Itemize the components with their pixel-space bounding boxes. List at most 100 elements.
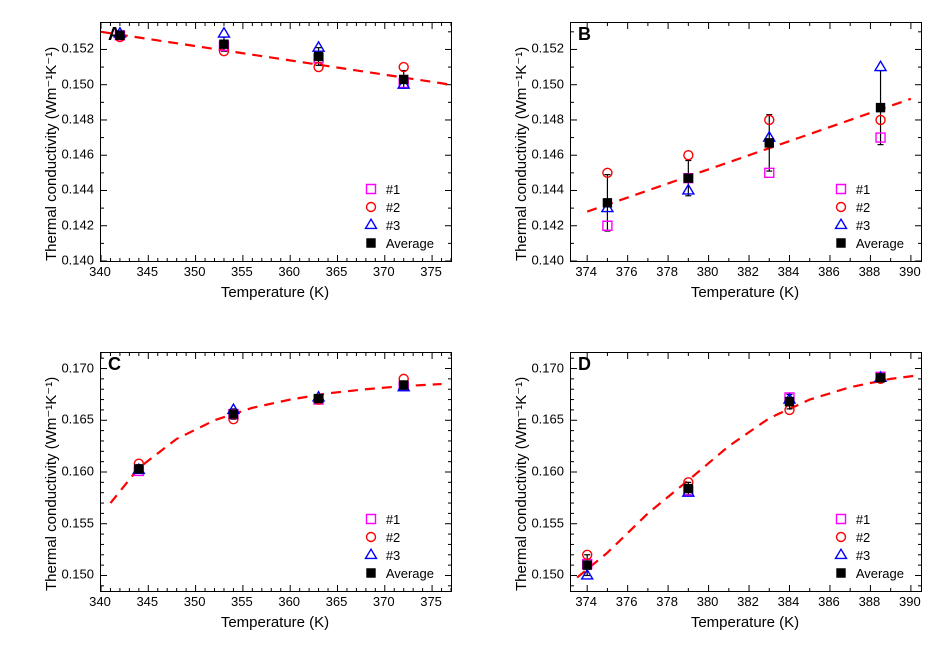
xtick-label: 376 [616, 264, 638, 279]
ytick-label: 0.146 [531, 147, 564, 162]
xtick-label: 380 [697, 264, 719, 279]
legend-label: #1 [856, 182, 870, 197]
legend-label: #3 [386, 218, 400, 233]
legend-swatch-s3 [362, 548, 380, 562]
x-axis-label: Temperature (K) [691, 614, 799, 631]
legend-row: #1 [362, 510, 434, 528]
legend-swatch-s2 [832, 200, 850, 214]
legend-row: #1 [832, 180, 904, 198]
legend-row: #2 [362, 198, 434, 216]
legend-swatch-s1 [362, 512, 380, 526]
legend-label: Average [386, 566, 434, 581]
legend-swatch-s2 [362, 200, 380, 214]
xtick-label: 390 [899, 264, 921, 279]
xtick-label: 360 [278, 594, 300, 609]
ytick-label: 0.152 [61, 41, 94, 56]
legend-swatch-s3 [832, 218, 850, 232]
legend-row: Average [362, 234, 434, 252]
xtick-label: 345 [136, 594, 158, 609]
legend-swatch-avg [362, 236, 380, 250]
trend-line [101, 32, 451, 85]
ytick-label: 0.142 [531, 217, 564, 232]
legend-label: #1 [856, 512, 870, 527]
xtick-label: 355 [231, 594, 253, 609]
legend-swatch-s2 [832, 530, 850, 544]
xtick-label: 386 [818, 594, 840, 609]
legend-swatch-s1 [832, 182, 850, 196]
ytick-label: 0.155 [61, 515, 94, 530]
x-axis-label: Temperature (K) [691, 284, 799, 301]
xtick-label: 376 [616, 594, 638, 609]
legend-row: #1 [362, 180, 434, 198]
legend: #1#2 #3 Average [362, 180, 434, 252]
xtick-label: 384 [778, 594, 800, 609]
legend: #1 #2#3 Average [362, 510, 434, 582]
legend-label: #2 [856, 530, 870, 545]
figure: 340 345 350 355 360 365 370 375 0.140 0.142 0.144 0… [0, 0, 945, 665]
y-axis-label: Thermal conductivity (Wm⁻¹K⁻¹) [512, 47, 530, 261]
legend: #1 #2 #3 Average [832, 180, 904, 252]
legend-row: #3 [362, 216, 434, 234]
legend: #1 #2 #3 Average [832, 510, 904, 582]
xtick-label: 370 [373, 264, 395, 279]
xtick-label: 382 [737, 264, 759, 279]
legend-row: #2 [832, 528, 904, 546]
legend-swatch-s1 [832, 512, 850, 526]
legend-label: #2 [386, 530, 400, 545]
xtick-label: 375 [420, 594, 442, 609]
ytick-label: 0.144 [531, 182, 564, 197]
legend-row: #2 [832, 198, 904, 216]
legend-row: #2 [362, 528, 434, 546]
legend-swatch-avg [832, 566, 850, 580]
legend-row: Average [362, 564, 434, 582]
ytick-label: 0.150 [61, 567, 94, 582]
xtick-label: 355 [231, 264, 253, 279]
ytick-label: 0.155 [531, 515, 564, 530]
panel-tag: D [578, 354, 591, 375]
ytick-label: 0.152 [531, 41, 564, 56]
trend-line [110, 384, 441, 503]
ytick-label: 0.170 [61, 360, 94, 375]
xtick-label: 365 [326, 594, 348, 609]
legend-label: Average [856, 566, 904, 581]
xtick-label: 388 [859, 264, 881, 279]
xtick-label: 350 [184, 594, 206, 609]
y-axis-label: Thermal conductivity (Wm⁻¹K⁻¹) [42, 377, 60, 591]
ytick-label: 0.150 [531, 567, 564, 582]
y-axis-label: Thermal conductivity (Wm⁻¹K⁻¹) [42, 47, 60, 261]
ytick-label: 0.140 [531, 253, 564, 268]
xtick-label: 370 [373, 594, 395, 609]
legend-label: #3 [856, 548, 870, 563]
legend-swatch-s2 [362, 530, 380, 544]
legend-row: #3 [832, 216, 904, 234]
legend-label: #2 [856, 200, 870, 215]
ytick-label: 0.144 [61, 182, 94, 197]
xtick-label: 374 [575, 594, 597, 609]
ytick-label: 0.148 [531, 111, 564, 126]
xtick-label: 388 [859, 594, 881, 609]
legend-swatch-s3 [832, 548, 850, 562]
panel-tag: B [578, 24, 591, 45]
ytick-label: 0.140 [61, 253, 94, 268]
ytick-label: 0.150 [61, 76, 94, 91]
xtick-label: 345 [136, 264, 158, 279]
xtick-label: 382 [737, 594, 759, 609]
ytick-label: 0.160 [531, 464, 564, 479]
legend-swatch-avg [362, 566, 380, 580]
legend-label: #3 [856, 218, 870, 233]
xtick-label: 378 [656, 594, 678, 609]
legend-label: Average [856, 236, 904, 251]
legend-row: #3 [832, 546, 904, 564]
legend-row: #3 [362, 546, 434, 564]
ytick-label: 0.165 [531, 412, 564, 427]
panel-tag: A [108, 24, 121, 45]
xtick-label: 384 [778, 264, 800, 279]
ytick-label: 0.165 [61, 412, 94, 427]
ytick-label: 0.170 [531, 360, 564, 375]
panel-tag: C [108, 354, 121, 375]
panel-C: 3403453503553603653703750.1500.1550.1600… [20, 340, 460, 645]
ytick-label: 0.150 [531, 76, 564, 91]
ytick-label: 0.146 [61, 147, 94, 162]
xtick-label: 340 [89, 594, 111, 609]
legend-label: Average [386, 236, 434, 251]
